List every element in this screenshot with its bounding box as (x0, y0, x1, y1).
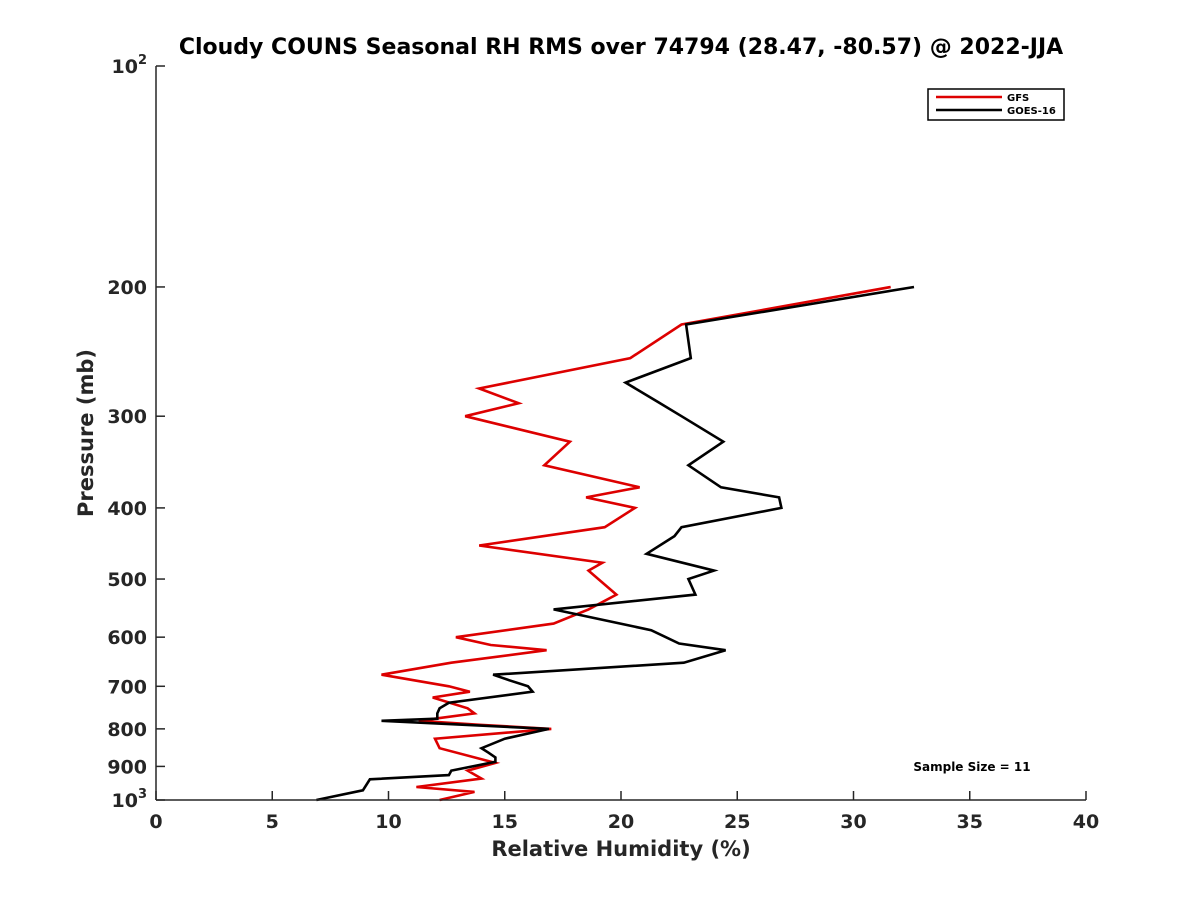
x-tick-label: 5 (266, 811, 279, 833)
series-layer (316, 285, 915, 802)
x-ticks: 0 5 10 15 20 25 30 35 40 (149, 791, 1099, 833)
y-tick-label: 800 (107, 719, 147, 741)
x-axis-label: Relative Humidity (%) (491, 837, 750, 861)
y-tick-label: 300 (107, 406, 147, 428)
y-tick-label: 400 (107, 498, 147, 520)
legend: GFS GOES-16 (927, 88, 1065, 121)
y-axis-label: Pressure (mb) (74, 349, 98, 517)
y-tick-label: 700 (107, 676, 147, 698)
x-tick-label: 20 (608, 811, 634, 833)
y-tick-label: 600 (107, 627, 147, 649)
sample-size-annotation: Sample Size = 11 (913, 760, 1030, 774)
legend-box (927, 88, 1065, 121)
x-tick-label: 40 (1073, 811, 1099, 833)
y-tick-label: 900 (107, 756, 147, 778)
series-line-gfs (381, 285, 891, 802)
plot-area: 0 5 10 15 20 25 30 35 40 102 200 300 400 500 600 700 80… (107, 53, 1099, 833)
legend-label-gfs: GFS (1007, 93, 1029, 104)
x-tick-label: 0 (149, 811, 162, 833)
x-tick-label: 15 (492, 811, 518, 833)
y-tick-label: 103 (112, 787, 148, 812)
y-ticks: 102 200 300 400 500 600 700 800 900 103 (107, 53, 165, 812)
x-tick-label: 35 (957, 811, 983, 833)
y-tick-label: 102 (112, 53, 148, 78)
y-tick-label: 200 (107, 277, 147, 299)
x-tick-label: 10 (375, 811, 401, 833)
chart-title: Cloudy COUNS Seasonal RH RMS over 74794 … (179, 35, 1063, 60)
series-line-goes-16 (316, 285, 915, 802)
legend-label-goes-16: GOES-16 (1007, 106, 1056, 117)
y-tick-label: 500 (107, 569, 147, 591)
x-tick-label: 25 (724, 811, 750, 833)
x-tick-label: 30 (840, 811, 866, 833)
